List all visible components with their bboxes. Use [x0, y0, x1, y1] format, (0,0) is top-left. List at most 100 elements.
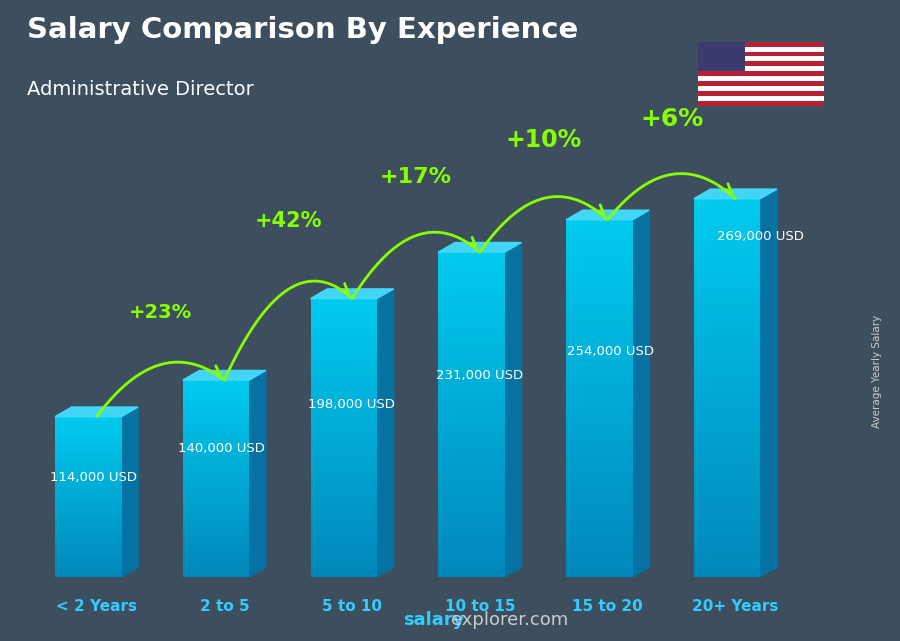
Bar: [183, 542, 249, 545]
Bar: [694, 473, 760, 478]
Bar: [566, 568, 633, 572]
Bar: [694, 298, 760, 303]
Bar: [694, 217, 760, 222]
Bar: [183, 407, 249, 410]
Bar: [183, 422, 249, 424]
Text: 198,000 USD: 198,000 USD: [308, 398, 395, 411]
Bar: [566, 429, 633, 434]
Bar: [438, 476, 505, 479]
Bar: [310, 379, 377, 382]
Bar: [694, 237, 760, 241]
Bar: [694, 364, 760, 369]
Bar: [310, 403, 377, 406]
Bar: [310, 326, 377, 330]
Bar: [438, 403, 505, 406]
Bar: [310, 448, 377, 452]
Bar: [310, 511, 377, 514]
Bar: [183, 442, 249, 444]
Bar: [438, 362, 505, 366]
Bar: [694, 383, 760, 388]
Bar: [55, 543, 122, 545]
Polygon shape: [633, 210, 649, 577]
Bar: [438, 415, 505, 419]
Bar: [566, 229, 633, 233]
Bar: [55, 431, 122, 433]
Bar: [310, 389, 377, 392]
Bar: [566, 278, 633, 282]
Polygon shape: [760, 189, 777, 577]
Text: 231,000 USD: 231,000 USD: [436, 369, 523, 382]
Bar: [55, 527, 122, 529]
Bar: [183, 535, 249, 538]
Bar: [310, 299, 377, 302]
Bar: [438, 264, 505, 269]
Bar: [438, 313, 505, 317]
Bar: [310, 361, 377, 365]
Bar: [310, 458, 377, 462]
Bar: [55, 525, 122, 527]
Bar: [55, 515, 122, 517]
Bar: [694, 567, 760, 572]
Bar: [310, 507, 377, 511]
Bar: [438, 329, 505, 333]
Bar: [438, 553, 505, 556]
Bar: [55, 531, 122, 533]
Bar: [183, 515, 249, 518]
Bar: [438, 479, 505, 483]
Bar: [310, 521, 377, 525]
Bar: [438, 374, 505, 378]
Bar: [694, 506, 760, 511]
Bar: [438, 520, 505, 524]
Bar: [438, 293, 505, 297]
Bar: [566, 554, 633, 559]
Bar: [310, 574, 377, 577]
Bar: [55, 487, 122, 488]
Bar: [310, 525, 377, 528]
Bar: [566, 269, 633, 273]
Bar: [310, 309, 377, 312]
Bar: [566, 425, 633, 429]
Bar: [694, 402, 760, 406]
Bar: [438, 483, 505, 488]
Polygon shape: [249, 370, 266, 577]
Bar: [55, 573, 122, 575]
Bar: [566, 456, 633, 461]
Bar: [566, 367, 633, 372]
Bar: [183, 540, 249, 542]
Bar: [694, 397, 760, 402]
Bar: [566, 398, 633, 403]
Bar: [698, 91, 824, 96]
Bar: [183, 456, 249, 459]
Bar: [183, 419, 249, 422]
Bar: [310, 428, 377, 431]
Bar: [694, 435, 760, 440]
Bar: [438, 516, 505, 520]
Bar: [566, 260, 633, 264]
Bar: [438, 366, 505, 370]
Bar: [566, 479, 633, 483]
Bar: [183, 538, 249, 540]
Bar: [438, 349, 505, 354]
Bar: [566, 291, 633, 296]
Bar: [183, 520, 249, 523]
Bar: [310, 438, 377, 441]
Bar: [566, 474, 633, 479]
Bar: [438, 451, 505, 455]
Bar: [310, 372, 377, 375]
Bar: [183, 439, 249, 442]
Bar: [55, 519, 122, 520]
Bar: [310, 351, 377, 354]
Bar: [438, 394, 505, 398]
Bar: [694, 270, 760, 274]
Bar: [55, 553, 122, 555]
Bar: [438, 463, 505, 467]
Bar: [310, 413, 377, 417]
Bar: [183, 488, 249, 491]
Bar: [438, 573, 505, 577]
Bar: [566, 363, 633, 367]
Bar: [438, 455, 505, 459]
Bar: [55, 454, 122, 456]
Bar: [438, 532, 505, 537]
Bar: [438, 406, 505, 410]
Bar: [566, 242, 633, 247]
